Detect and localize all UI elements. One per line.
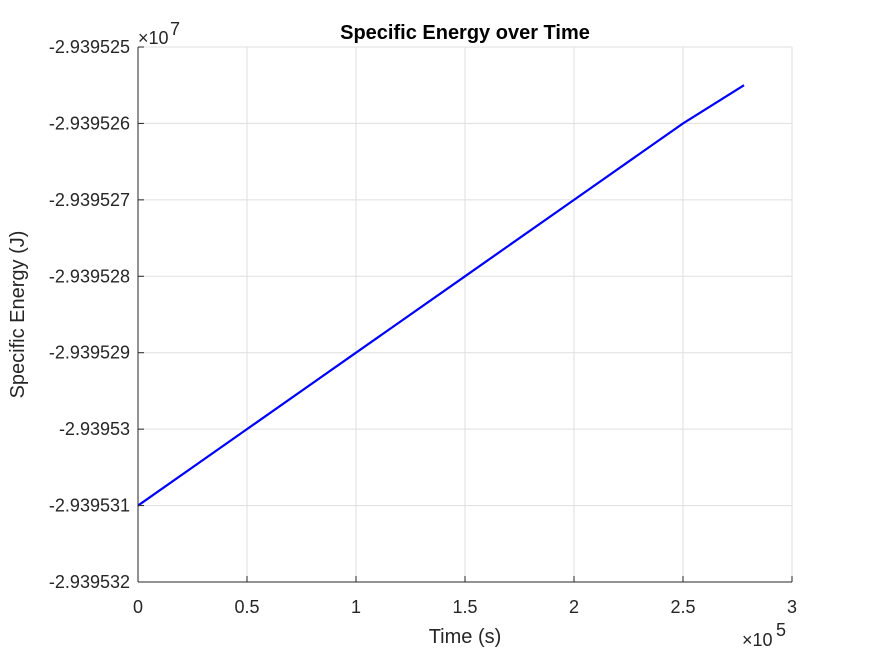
x-tick-label: 3 — [787, 597, 797, 617]
y-tick-label: -2.939527 — [49, 190, 130, 210]
y-multiplier-base: ×10 — [138, 28, 169, 48]
x-tick-label: 2.5 — [670, 597, 695, 617]
y-tick-label: -2.939525 — [49, 37, 130, 57]
x-axis-multiplier: ×10 5 — [742, 620, 786, 650]
y-tick-label: -2.939528 — [49, 266, 130, 286]
y-axis-multiplier: ×10 7 — [138, 19, 180, 48]
x-multiplier-base: ×10 — [742, 630, 773, 650]
y-axis-label: Specific Energy (J) — [7, 231, 29, 399]
series-line-1 — [137, 84, 745, 507]
x-tick-label: 1 — [351, 597, 361, 617]
y-tick-label: -2.939526 — [49, 113, 130, 133]
y-tick-label: -2.93953 — [59, 419, 130, 439]
x-tick-label: 0.5 — [234, 597, 259, 617]
y-tick-label: -2.939532 — [49, 572, 130, 592]
x-tick-label: 2 — [569, 597, 579, 617]
tick-labels: 0 0.5 1 1.5 2 2.5 3 -2.939525 -2.939526 -2.939527… — [49, 37, 797, 617]
x-tick-label: 1.5 — [452, 597, 477, 617]
x-multiplier-exponent: 5 — [776, 620, 786, 640]
y-multiplier-exponent: 7 — [170, 19, 180, 39]
x-axis-label: Time (s) — [429, 626, 502, 648]
y-tick-label: -2.939529 — [49, 343, 130, 363]
series-layer — [137, 84, 745, 507]
axes — [137, 46, 793, 583]
x-tick-label: 0 — [133, 597, 143, 617]
chart-title: Specific Energy over Time — [340, 22, 590, 44]
y-tick-label: -2.939531 — [49, 496, 130, 516]
